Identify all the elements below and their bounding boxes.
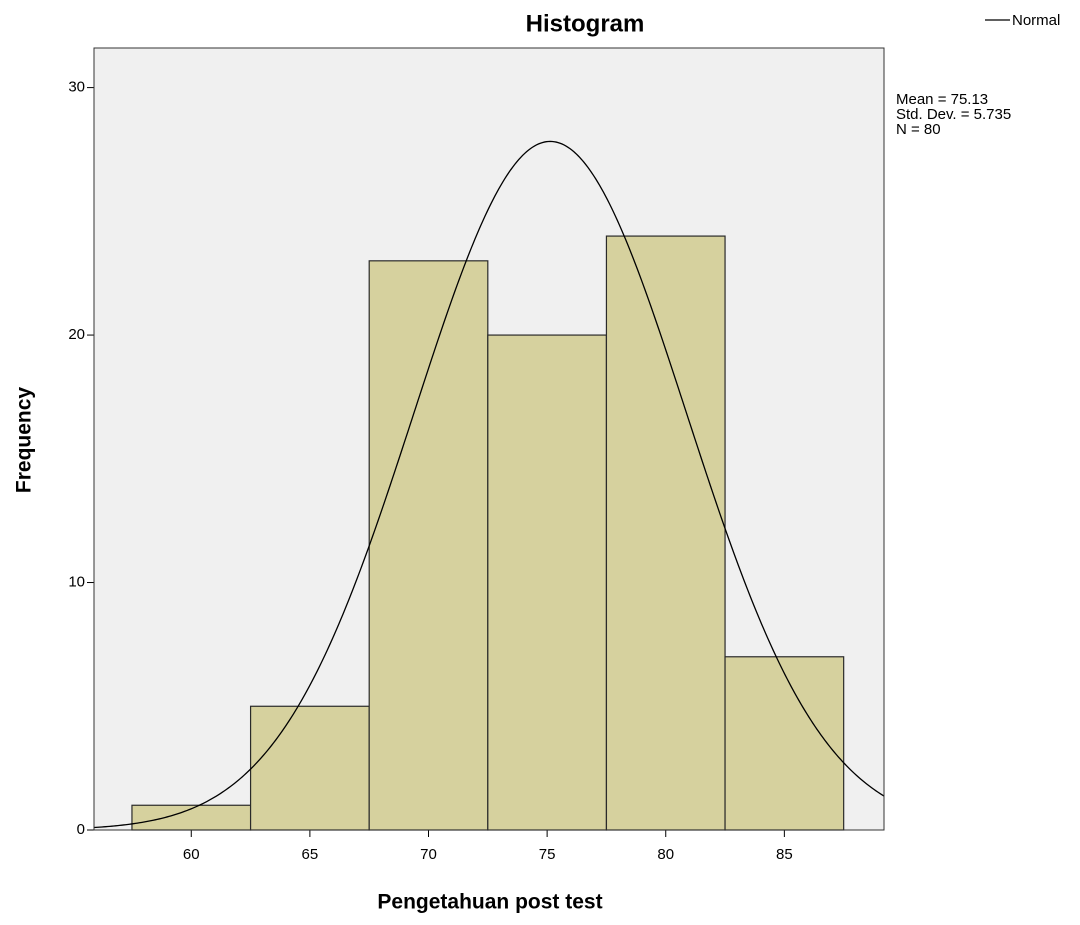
x-tick-label: 65 bbox=[302, 846, 319, 863]
x-axis-title: Pengetahuan post test bbox=[377, 891, 602, 914]
bar bbox=[605, 235, 726, 831]
x-tick-label: 85 bbox=[776, 846, 793, 863]
x-tick-label: 70 bbox=[420, 846, 437, 863]
y-tick-label: 30 bbox=[68, 79, 85, 96]
normal-curve bbox=[93, 140, 885, 829]
y-tick-label: 20 bbox=[68, 326, 85, 343]
y-tick-label: 0 bbox=[77, 821, 85, 838]
y-tick-label: 10 bbox=[68, 574, 85, 591]
legend-label: Normal bbox=[1012, 12, 1060, 29]
bar bbox=[249, 705, 370, 831]
bar bbox=[487, 334, 608, 831]
x-tick-label: 60 bbox=[183, 846, 200, 863]
y-axis-title: Frequency bbox=[13, 387, 36, 494]
x-tick-label: 75 bbox=[539, 846, 556, 863]
chart-title: Histogram bbox=[526, 10, 645, 37]
bar bbox=[368, 260, 489, 831]
stats-label: N = 80 bbox=[896, 121, 941, 138]
x-tick-label: 80 bbox=[657, 846, 674, 863]
stats-label: Std. Dev. = 5.735 bbox=[896, 106, 1011, 123]
plot-border bbox=[93, 47, 885, 831]
stats-label: Mean = 75.13 bbox=[896, 91, 988, 108]
bar bbox=[724, 656, 845, 831]
